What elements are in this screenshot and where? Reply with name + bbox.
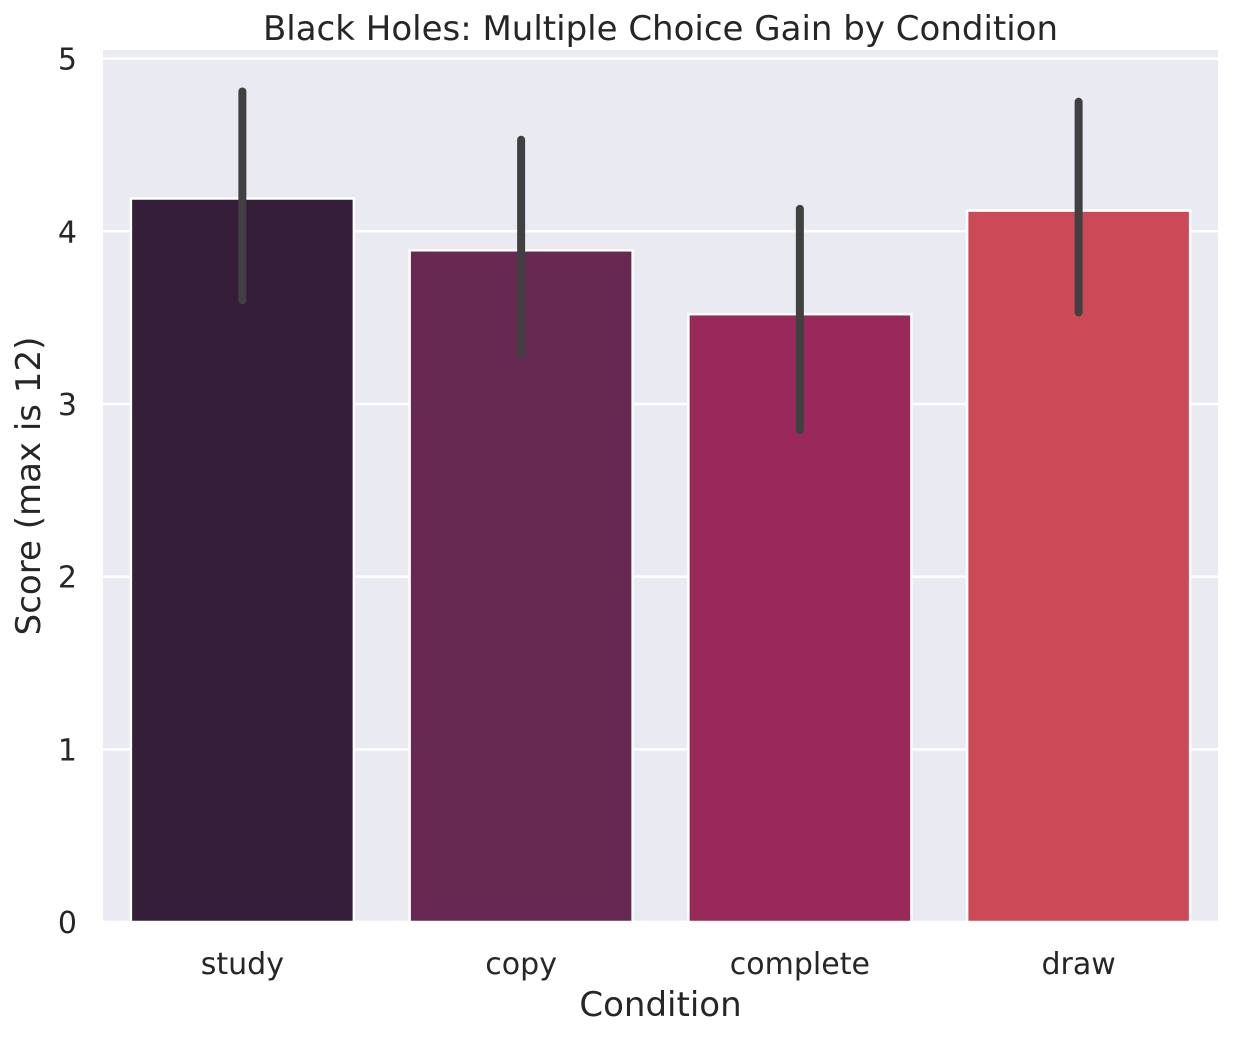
error-bars: [238, 87, 1083, 434]
y-tick-label: 5: [58, 43, 77, 78]
x-axis-label: Condition: [579, 985, 741, 1025]
x-tick-label: study: [201, 947, 284, 982]
x-tick-labels: study copy complete draw: [201, 947, 1116, 982]
y-tick-label: 0: [58, 906, 77, 941]
bars: [129, 197, 1192, 924]
y-tick-label: 2: [58, 561, 77, 596]
y-tick-label: 4: [58, 215, 77, 250]
y-tick-label: 1: [58, 733, 77, 768]
x-tick-label: draw: [1041, 947, 1115, 982]
chart-title: Black Holes: Multiple Choice Gain by Con…: [263, 9, 1058, 49]
bar-draw: [965, 209, 1192, 924]
bar-copy: [408, 249, 634, 924]
bar-study: [129, 197, 356, 924]
y-tick-labels: 0 1 2 3 4 5: [58, 43, 77, 941]
y-axis-label: Score (max is 12): [9, 337, 49, 636]
x-tick-label: copy: [485, 947, 557, 982]
y-tick-label: 3: [58, 388, 77, 423]
x-tick-label: complete: [730, 947, 870, 982]
